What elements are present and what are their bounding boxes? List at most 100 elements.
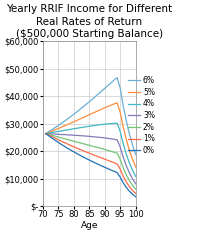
2% — [60, 137, 63, 139]
1% — [51, 135, 53, 138]
6% — [54, 126, 56, 129]
2% — [91, 145, 94, 147]
3% — [85, 135, 88, 138]
1% — [72, 145, 75, 148]
6% — [69, 115, 72, 118]
4% — [57, 130, 60, 133]
Line: 4%: 4% — [46, 123, 136, 176]
4% — [51, 131, 53, 134]
1% — [116, 163, 118, 165]
2% — [122, 167, 125, 169]
5% — [88, 113, 91, 116]
5% — [131, 158, 134, 161]
4% — [45, 132, 47, 135]
3% — [125, 165, 128, 168]
3% — [82, 135, 84, 137]
Line: 0%: 0% — [46, 134, 136, 197]
4% — [122, 143, 125, 146]
2% — [100, 147, 103, 150]
6% — [82, 106, 84, 108]
4% — [82, 126, 84, 129]
0% — [128, 190, 131, 193]
2% — [131, 184, 134, 187]
1% — [75, 147, 78, 150]
Line: 1%: 1% — [46, 134, 136, 194]
0% — [113, 170, 115, 173]
5% — [119, 111, 121, 114]
3% — [45, 132, 47, 135]
5% — [82, 116, 84, 119]
1% — [85, 150, 88, 153]
5% — [107, 105, 109, 108]
4% — [134, 175, 137, 178]
3% — [63, 133, 66, 136]
2% — [113, 151, 115, 154]
1% — [57, 138, 60, 141]
1% — [110, 160, 112, 163]
5% — [97, 109, 100, 112]
0% — [100, 165, 103, 167]
5% — [66, 123, 69, 126]
6% — [110, 81, 112, 84]
1% — [69, 144, 72, 147]
3% — [48, 132, 50, 135]
Line: 2%: 2% — [46, 134, 136, 189]
6% — [57, 124, 60, 127]
1% — [134, 192, 137, 195]
2% — [125, 174, 128, 176]
2% — [75, 141, 78, 143]
2% — [72, 140, 75, 143]
5% — [128, 149, 131, 152]
5% — [113, 102, 115, 105]
2% — [48, 133, 50, 136]
4% — [97, 124, 100, 126]
4% — [107, 122, 109, 125]
5% — [60, 126, 63, 129]
2% — [69, 139, 72, 142]
1% — [45, 132, 47, 135]
Line: 3%: 3% — [46, 134, 136, 184]
1% — [128, 185, 131, 188]
2% — [85, 143, 88, 146]
1% — [119, 168, 121, 171]
4% — [110, 122, 112, 125]
3% — [116, 139, 118, 141]
3% — [72, 134, 75, 137]
4% — [128, 162, 131, 165]
3% — [131, 178, 134, 180]
1% — [131, 189, 134, 192]
0% — [125, 186, 128, 189]
1% — [54, 137, 56, 140]
2% — [88, 144, 91, 147]
3% — [97, 136, 100, 139]
3% — [128, 172, 131, 175]
6% — [88, 100, 91, 103]
5% — [100, 108, 103, 110]
0% — [97, 163, 100, 166]
6% — [51, 128, 53, 131]
3% — [103, 136, 106, 139]
4% — [116, 122, 118, 125]
6% — [75, 110, 78, 113]
0% — [119, 176, 121, 179]
3% — [79, 134, 81, 137]
6% — [122, 105, 125, 108]
1% — [79, 148, 81, 151]
2% — [134, 188, 137, 191]
5% — [63, 124, 66, 127]
5% — [134, 166, 137, 168]
4% — [72, 127, 75, 130]
6% — [72, 113, 75, 116]
0% — [51, 137, 53, 139]
Line: 5%: 5% — [46, 103, 136, 167]
6% — [107, 84, 109, 87]
5% — [54, 128, 56, 131]
1% — [122, 175, 125, 178]
3% — [60, 133, 63, 136]
Title: Yearly RRIF Income for Different
Real Rates of Return
($500,000 Starting Balance: Yearly RRIF Income for Different Real Ra… — [6, 4, 172, 39]
3% — [94, 135, 97, 138]
2% — [103, 148, 106, 151]
5% — [94, 110, 97, 113]
2% — [45, 132, 47, 135]
3% — [75, 134, 78, 137]
